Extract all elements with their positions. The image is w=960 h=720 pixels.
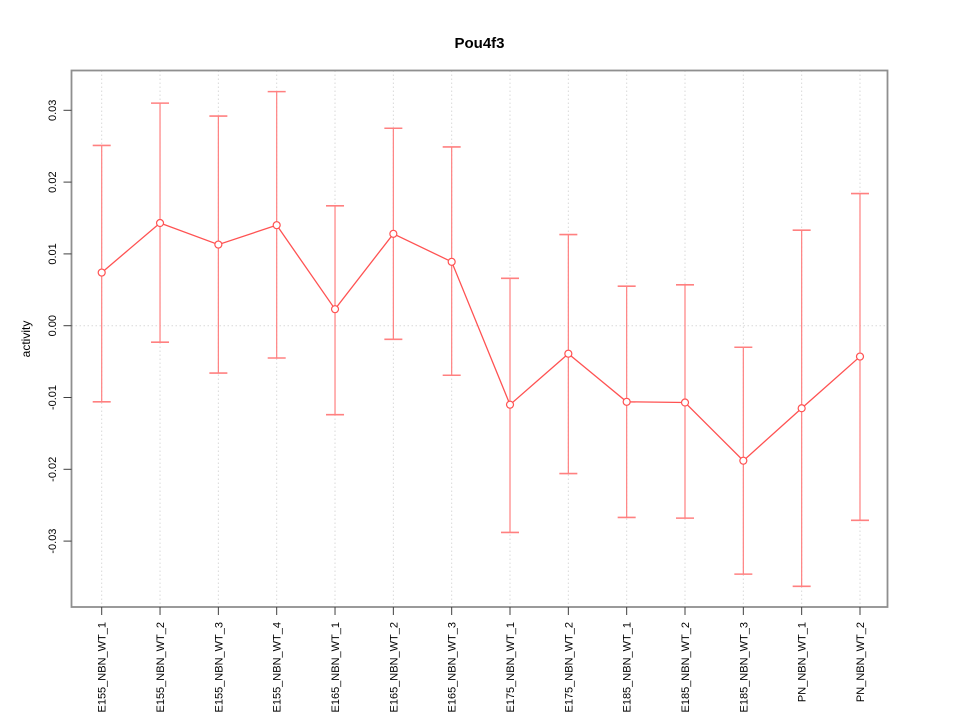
x-tick-label: PN_NBN_WT_2: [855, 622, 867, 702]
series-polyline: [101, 222, 861, 462]
series-line: [101, 222, 861, 462]
x-tick-label: E185_NBN_WT_1: [622, 622, 634, 713]
x-tick-label: E165_NBN_WT_3: [447, 622, 459, 713]
x-tick-label: E185_NBN_WT_2: [680, 622, 692, 713]
x-tick-label: E155_NBN_WT_4: [272, 622, 284, 713]
data-points: [97, 218, 865, 465]
data-point-marker: [330, 305, 340, 314]
x-tick-label: E185_NBN_WT_3: [738, 622, 750, 713]
y-tick-label: 0.03: [47, 100, 59, 121]
data-point-marker: [739, 456, 748, 465]
y-tick-label: -0.02: [47, 457, 59, 482]
y-tick-label: -0.01: [47, 385, 59, 410]
error-bars: [92, 90, 869, 588]
x-tick-label: E155_NBN_WT_3: [213, 622, 225, 713]
data-point-marker: [272, 221, 281, 230]
y-tick-label: 0.01: [47, 243, 59, 264]
x-tick-label: E165_NBN_WT_2: [388, 622, 400, 713]
x-tick-label: PN_NBN_WT_1: [797, 622, 809, 702]
data-point-marker: [389, 229, 398, 238]
y-tick-label: 0.00: [47, 315, 59, 336]
x-tick-label: E155_NBN_WT_1: [97, 622, 109, 713]
data-point-marker: [447, 257, 456, 266]
x-tick-label: E175_NBN_WT_1: [505, 622, 517, 713]
x-tick-label: E175_NBN_WT_2: [563, 622, 575, 713]
data-point-marker: [214, 240, 223, 249]
gridlines: [71, 70, 888, 607]
x-tick-label: E165_NBN_WT_1: [330, 622, 342, 713]
data-point-marker: [797, 404, 806, 413]
y-tick-label: -0.03: [47, 529, 59, 554]
data-point-marker: [680, 398, 690, 407]
data-point-marker: [505, 400, 515, 409]
data-point-marker: [622, 397, 631, 406]
y-tick-label: 0.02: [47, 171, 59, 192]
chart-title: Pou4f3: [454, 35, 504, 52]
data-point-marker: [97, 268, 106, 277]
data-point-marker: [564, 349, 573, 358]
plot-border: [70, 69, 889, 608]
x-tick-label: E155_NBN_WT_2: [155, 622, 167, 713]
data-point-marker: [855, 352, 865, 361]
y-axis: 0.03 0.02 0.01 0.00 -0.01 -0.02 -0.03: [47, 100, 72, 554]
data-point-marker: [155, 218, 165, 228]
x-axis: E155_NBN_WT_1 E155_NBN_WT_2 E155_NBN_WT_3 E…: [97, 607, 867, 713]
y-axis-label: activity: [19, 321, 33, 358]
